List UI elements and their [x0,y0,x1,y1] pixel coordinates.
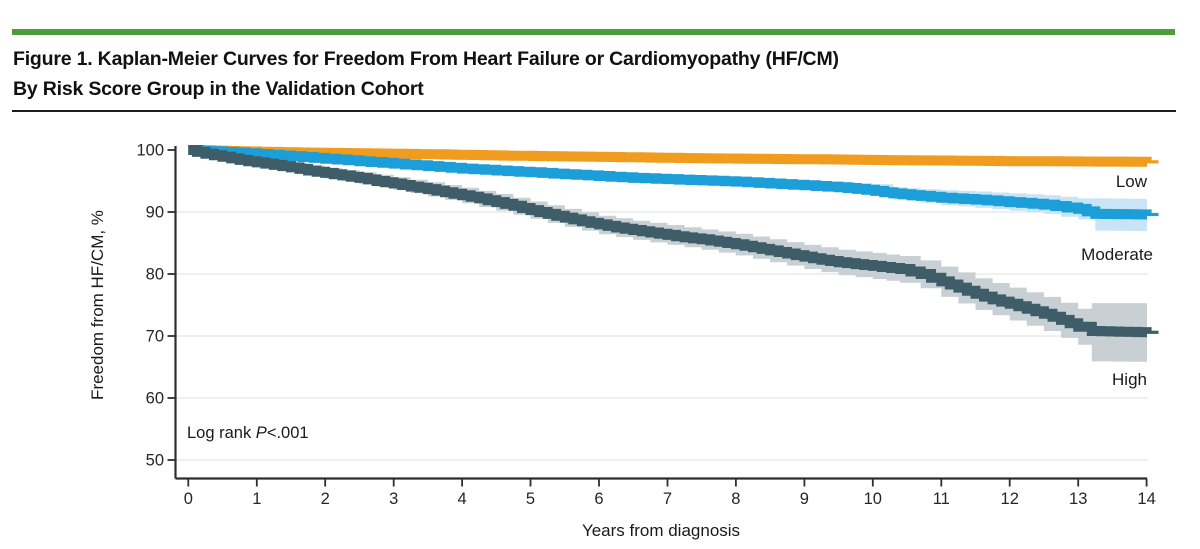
x-tick-label-1: 1 [252,490,261,508]
x-tick-label-14: 14 [1137,490,1155,508]
figure-accent-bar [12,29,1175,35]
y-axis-title: Freedom from HF/CM, % [88,210,107,400]
figure-title-line2: By Risk Score Group in the Validation Co… [13,78,424,100]
y-tick-label-60: 60 [146,390,164,408]
figure-title-line1: Figure 1. Kaplan-Meier Curves for Freedo… [13,48,839,70]
y-tick-label-80: 80 [146,266,164,284]
x-tick-label-8: 8 [731,490,740,508]
axes [167,146,1148,487]
series-label-moderate: Moderate [1081,245,1153,264]
ci-band-high [291,163,1147,362]
km-curve-low [188,145,1152,167]
log-rank-post: <.001 [267,424,309,442]
x-tick-label-13: 13 [1069,490,1087,508]
series-label-high: High [1112,370,1147,389]
y-tick-label-70: 70 [146,328,164,346]
x-tick-label-0: 0 [184,490,193,508]
y-tick-label-90: 90 [146,204,164,222]
x-tick-label-11: 11 [933,490,950,508]
x-tick-label-2: 2 [321,490,330,508]
km-curves [188,145,1159,338]
log-rank-p: P [256,424,267,442]
x-tick-label-5: 5 [526,490,535,508]
x-tick-label-9: 9 [800,490,809,508]
title-divider [12,110,1176,112]
series-label-low: Low [1116,172,1148,191]
log-rank-pre: Log rank [187,424,256,442]
km-curve-moderate [188,145,1152,220]
x-tick-label-10: 10 [864,490,882,508]
x-tick-label-6: 6 [594,490,603,508]
x-tick-label-3: 3 [389,490,398,508]
x-tick-label-4: 4 [458,490,467,508]
y-gridlines [176,211,1148,461]
x-axis-title: Years from diagnosis [582,521,740,540]
y-tick-label-100: 100 [136,142,164,160]
km-curve-high [188,145,1152,338]
figure-title: Figure 1. Kaplan-Meier Curves for Freedo… [13,44,1113,104]
x-tick-label-7: 7 [663,490,672,508]
x-tick-label-12: 12 [1001,490,1019,508]
y-tick-label-50: 50 [146,452,164,470]
log-rank-annotation: Log rank P<.001 [187,424,309,442]
